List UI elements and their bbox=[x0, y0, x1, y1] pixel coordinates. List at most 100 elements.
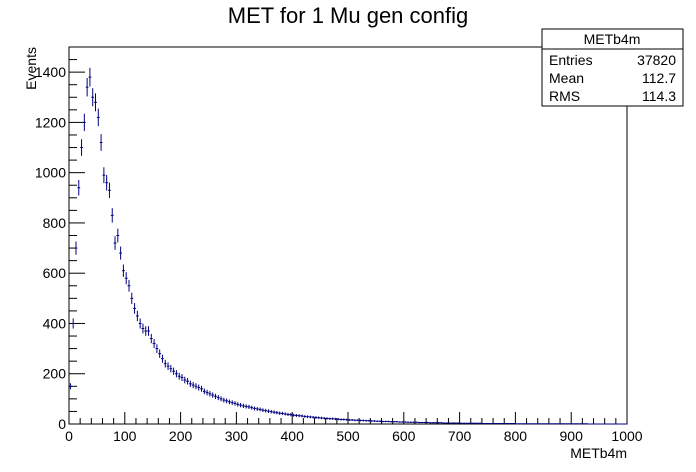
data-point bbox=[149, 333, 153, 344]
data-point bbox=[166, 362, 170, 371]
data-point bbox=[353, 419, 357, 422]
data-point bbox=[345, 418, 348, 421]
data-point bbox=[532, 423, 535, 425]
data-point bbox=[306, 415, 309, 419]
data-point bbox=[211, 392, 215, 398]
data-point bbox=[183, 376, 187, 384]
data-point bbox=[133, 302, 136, 314]
data-point bbox=[431, 422, 435, 424]
data-point bbox=[573, 423, 577, 425]
data-point bbox=[71, 318, 75, 329]
data-point bbox=[105, 174, 109, 191]
data-point bbox=[286, 412, 290, 416]
data-point bbox=[250, 405, 254, 410]
data-point bbox=[127, 279, 131, 292]
data-point bbox=[158, 349, 162, 358]
data-point bbox=[225, 398, 229, 404]
data-point bbox=[80, 139, 83, 156]
data-point bbox=[364, 419, 368, 422]
data-point bbox=[417, 421, 421, 424]
data-point bbox=[122, 264, 125, 277]
data-point bbox=[518, 423, 521, 425]
stats-box-frame bbox=[541, 28, 684, 107]
x-tick-label: 600 bbox=[392, 428, 416, 444]
data-point bbox=[175, 370, 178, 378]
data-points bbox=[69, 67, 627, 425]
data-point bbox=[244, 404, 248, 409]
data-point bbox=[214, 393, 217, 399]
data-point bbox=[322, 417, 326, 420]
x-axis-title: METb4m bbox=[570, 445, 627, 461]
data-point bbox=[119, 246, 123, 260]
data-point bbox=[200, 385, 203, 392]
data-point bbox=[297, 414, 301, 418]
data-point bbox=[490, 422, 494, 424]
data-point bbox=[434, 422, 438, 424]
data-point bbox=[529, 423, 533, 425]
data-point bbox=[258, 407, 262, 412]
data-point bbox=[303, 415, 307, 418]
data-point bbox=[91, 88, 95, 107]
data-point bbox=[348, 418, 351, 421]
data-point bbox=[169, 364, 173, 373]
data-point bbox=[509, 422, 513, 424]
data-point bbox=[230, 400, 234, 405]
data-point bbox=[228, 399, 231, 405]
data-point bbox=[141, 323, 145, 334]
data-point bbox=[515, 423, 519, 425]
data-point bbox=[571, 423, 574, 425]
data-point bbox=[85, 78, 89, 97]
data-point bbox=[540, 423, 544, 425]
data-point bbox=[504, 422, 508, 424]
x-tick-label: 300 bbox=[225, 428, 249, 444]
data-point bbox=[414, 421, 418, 423]
data-point bbox=[487, 422, 491, 424]
data-point bbox=[82, 113, 86, 132]
data-point bbox=[389, 420, 393, 423]
data-point bbox=[236, 402, 240, 407]
data-point bbox=[289, 413, 293, 417]
data-point bbox=[476, 422, 480, 424]
data-point bbox=[445, 422, 449, 424]
data-point bbox=[562, 423, 566, 425]
data-point bbox=[261, 408, 265, 413]
data-point bbox=[216, 395, 220, 401]
data-point bbox=[269, 409, 273, 414]
y-tick-label: 1000 bbox=[35, 165, 66, 181]
stats-entries-value: 37820 bbox=[637, 52, 676, 68]
data-point bbox=[551, 423, 555, 425]
data-point bbox=[325, 417, 329, 420]
data-point bbox=[135, 310, 139, 322]
data-point bbox=[537, 423, 541, 425]
data-point bbox=[398, 421, 402, 423]
data-point bbox=[339, 418, 343, 421]
data-point bbox=[560, 423, 563, 425]
data-point bbox=[281, 411, 284, 416]
data-point bbox=[147, 326, 150, 336]
data-point bbox=[317, 416, 321, 419]
stats-rms-value: 114.3 bbox=[642, 88, 676, 104]
data-point bbox=[384, 420, 388, 423]
data-point bbox=[292, 413, 295, 417]
data-point bbox=[247, 404, 251, 409]
data-point bbox=[99, 134, 103, 151]
data-point bbox=[191, 381, 195, 389]
data-point bbox=[222, 397, 226, 403]
data-point bbox=[420, 421, 424, 424]
y-tick-label: 1200 bbox=[35, 114, 66, 130]
data-point bbox=[465, 422, 468, 424]
data-point bbox=[576, 423, 580, 425]
y-tick-label: 200 bbox=[43, 366, 67, 382]
data-point bbox=[180, 374, 184, 381]
data-point bbox=[275, 411, 279, 415]
data-point bbox=[202, 388, 206, 395]
data-point bbox=[311, 415, 315, 419]
data-point bbox=[479, 422, 482, 424]
stats-mean-value: 112.7 bbox=[642, 70, 676, 86]
axes: 0 100 200 300 400 500 600 700 800 900 1000 0 200 400 6… bbox=[35, 46, 643, 444]
data-point bbox=[359, 419, 362, 422]
data-point bbox=[423, 421, 427, 424]
x-tick-label: 400 bbox=[281, 428, 305, 444]
data-point bbox=[378, 420, 382, 423]
